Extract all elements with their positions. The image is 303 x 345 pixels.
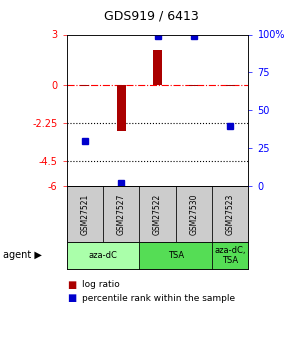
Text: log ratio: log ratio [82,280,120,289]
Text: ■: ■ [67,280,76,289]
Text: TSA: TSA [168,251,184,260]
Text: GSM27530: GSM27530 [189,193,198,235]
Text: GSM27527: GSM27527 [117,193,126,235]
Text: percentile rank within the sample: percentile rank within the sample [82,294,235,303]
Text: aza-dC,
TSA: aza-dC, TSA [215,246,246,265]
Text: GSM27521: GSM27521 [80,193,89,235]
Text: ■: ■ [67,294,76,303]
Bar [176,186,212,242]
Bar [80,85,89,86]
Bar [139,241,212,269]
Text: aza-dC: aza-dC [88,251,118,260]
Bar [212,241,248,269]
Bar [103,186,139,242]
Text: agent ▶: agent ▶ [3,250,42,260]
Bar [139,186,176,242]
Bar [117,85,126,131]
Bar [212,186,248,242]
Bar [153,50,162,85]
Bar [226,85,235,86]
Bar [67,241,139,269]
Bar [189,85,198,86]
Text: GSM27523: GSM27523 [226,193,235,235]
Text: GDS919 / 6413: GDS919 / 6413 [104,9,199,22]
Bar [67,186,103,242]
Text: GSM27522: GSM27522 [153,193,162,235]
